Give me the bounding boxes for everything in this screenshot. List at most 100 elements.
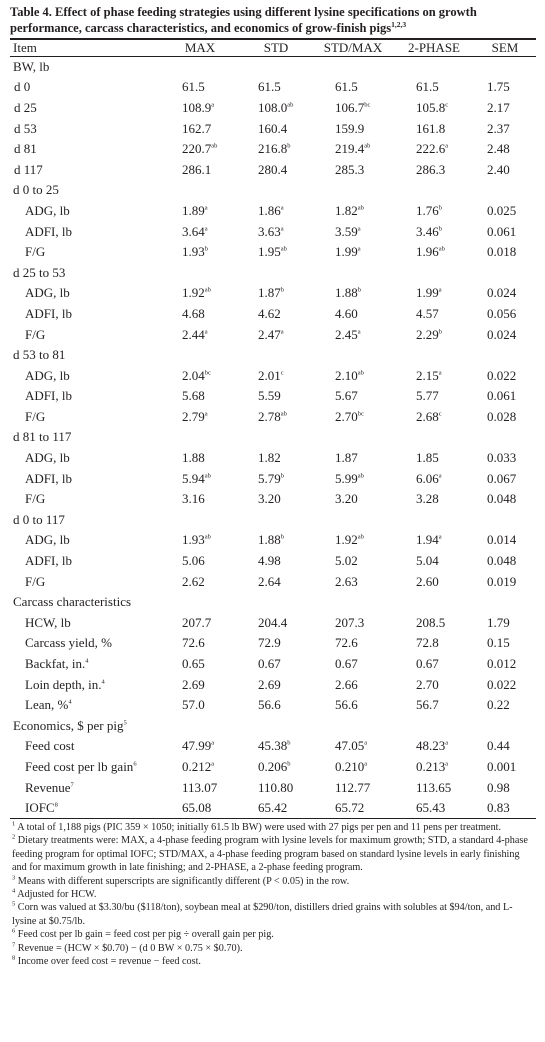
cell-value-wrap: 72.6 bbox=[182, 635, 218, 651]
table-row: ADFI, lb 3.64a 3.63a 3.59a 3.46b 0.061 bbox=[10, 221, 536, 242]
row-label: Feed cost per lb gain6 bbox=[10, 757, 160, 778]
cell-value: 1.82 bbox=[258, 450, 281, 466]
table-cell: 204.4 bbox=[240, 613, 312, 634]
significance-superscript: a bbox=[204, 328, 208, 336]
table-row: d 0 61.5 61.5 61.5 61.5 1.75 bbox=[10, 77, 536, 98]
row-label: d 117 bbox=[10, 159, 160, 180]
table-cell bbox=[240, 716, 312, 737]
table-cell: 2.40 bbox=[474, 159, 536, 180]
cell-value-wrap: 0.15 bbox=[487, 635, 523, 651]
table-cell: 0.061 bbox=[474, 221, 536, 242]
cell-value: 2.04 bbox=[182, 367, 205, 383]
cell-value-wrap: 61.5 bbox=[258, 79, 294, 95]
significance-superscript: a bbox=[357, 328, 361, 336]
row-label-text: BW, lb bbox=[13, 59, 50, 75]
cell-value: 3.20 bbox=[258, 491, 281, 507]
table-cell: 5.02 bbox=[312, 551, 394, 572]
cell-value: 45.38 bbox=[258, 738, 288, 754]
cell-value: 1.93 bbox=[182, 532, 205, 548]
table-cell: 56.6 bbox=[312, 695, 394, 716]
cell-value-wrap: 1.89a bbox=[182, 203, 218, 219]
row-label-text: Economics, $ per pig bbox=[13, 717, 124, 733]
table-cell: 47.05a bbox=[312, 736, 394, 757]
cell-value: 56.6 bbox=[335, 697, 358, 713]
table-cell: 108.0ab bbox=[240, 98, 312, 119]
cell-value: 0.019 bbox=[487, 573, 517, 589]
cell-value-wrap: 1.93ab bbox=[182, 532, 218, 548]
table-cell bbox=[394, 716, 474, 737]
table-cell: 5.77 bbox=[394, 386, 474, 407]
table-cell: 1.93b bbox=[160, 242, 240, 263]
cell-value: 2.40 bbox=[487, 161, 510, 177]
significance-superscript: a bbox=[204, 410, 208, 418]
cell-value-wrap: 2.69 bbox=[258, 677, 294, 693]
cell-value: 1.93 bbox=[182, 244, 205, 260]
cell-value-wrap: 159.9 bbox=[335, 121, 371, 137]
table-cell: 0.048 bbox=[474, 551, 536, 572]
row-label: F/G bbox=[10, 571, 160, 592]
row-label-text: ADG, lb bbox=[25, 450, 70, 466]
cell-value: 1.99 bbox=[416, 285, 439, 301]
cell-value: 3.64 bbox=[182, 223, 205, 239]
cell-value-wrap: 280.4 bbox=[258, 162, 294, 178]
cell-value: 0.024 bbox=[487, 285, 517, 301]
table-cell: 220.7ab bbox=[160, 139, 240, 160]
row-label: ADFI, lb bbox=[10, 221, 160, 242]
row-label: IOFC8 bbox=[10, 797, 160, 819]
table-cell: 0.024 bbox=[474, 324, 536, 345]
row-label: d 53 bbox=[10, 118, 160, 139]
cell-value-wrap: 5.59 bbox=[258, 388, 294, 404]
table-cell: 1.92ab bbox=[312, 530, 394, 551]
significance-superscript: b bbox=[287, 760, 291, 768]
cell-value-wrap: 3.64a bbox=[182, 224, 218, 240]
cell-value-wrap: 208.5 bbox=[416, 615, 452, 631]
cell-value: 1.94 bbox=[416, 532, 439, 548]
table-cell bbox=[474, 592, 536, 613]
cell-value-wrap: 1.75 bbox=[487, 79, 523, 95]
table-cell: 2.78ab bbox=[240, 407, 312, 428]
table-cell: 1.75 bbox=[474, 77, 536, 98]
section-header-row: d 0 to 25 bbox=[10, 180, 536, 201]
cell-value: 61.5 bbox=[258, 79, 281, 95]
table-cell bbox=[394, 510, 474, 531]
table-cell: 0.210a bbox=[312, 757, 394, 778]
cell-value-wrap: 108.0ab bbox=[258, 100, 294, 116]
cell-value-wrap: 219.4ab bbox=[335, 141, 371, 157]
row-label: ADG, lb bbox=[10, 201, 160, 222]
footnote: 4 Adjusted for HCW. bbox=[12, 888, 536, 901]
table-cell: 0.048 bbox=[474, 489, 536, 510]
row-label-text: Carcass characteristics bbox=[13, 594, 132, 610]
table-cell bbox=[160, 592, 240, 613]
row-label-text: F/G bbox=[25, 244, 46, 260]
cell-value: 0.67 bbox=[416, 656, 439, 672]
table-cell: 1.89a bbox=[160, 201, 240, 222]
table-cell: 2.17 bbox=[474, 98, 536, 119]
cell-value: 2.62 bbox=[182, 573, 205, 589]
cell-value: 65.72 bbox=[335, 799, 365, 815]
cell-value: 3.16 bbox=[182, 491, 205, 507]
cell-value: 0.22 bbox=[487, 697, 510, 713]
table-cell: 65.72 bbox=[312, 797, 394, 819]
section-header-row: d 0 to 117 bbox=[10, 510, 536, 531]
cell-value: 48.23 bbox=[416, 738, 446, 754]
table-cell: 65.42 bbox=[240, 797, 312, 819]
cell-value: 61.5 bbox=[416, 79, 439, 95]
cell-value: 204.4 bbox=[258, 614, 288, 630]
significance-superscript: ab bbox=[204, 472, 211, 480]
table-cell: 207.3 bbox=[312, 613, 394, 634]
cell-value: 47.99 bbox=[182, 738, 212, 754]
cell-value: 2.63 bbox=[335, 573, 358, 589]
cell-value-wrap: 0.056 bbox=[487, 306, 523, 322]
cell-value-wrap: 2.40 bbox=[487, 162, 523, 178]
row-label-text: d 117 bbox=[14, 161, 43, 177]
table-cell bbox=[240, 510, 312, 531]
table-cell: 286.1 bbox=[160, 159, 240, 180]
significance-superscript: b bbox=[438, 204, 442, 212]
cell-value-wrap: 1.85 bbox=[416, 450, 452, 466]
footnote-text: Corn was valued at $3.30/bu ($118/ton), … bbox=[12, 902, 513, 927]
row-label-text: d 53 to 81 bbox=[13, 347, 66, 363]
cell-value-wrap: 2.47a bbox=[258, 327, 294, 343]
cell-value-wrap: 5.04 bbox=[416, 553, 452, 569]
table-cell: 0.067 bbox=[474, 468, 536, 489]
significance-superscript: a bbox=[438, 287, 442, 294]
